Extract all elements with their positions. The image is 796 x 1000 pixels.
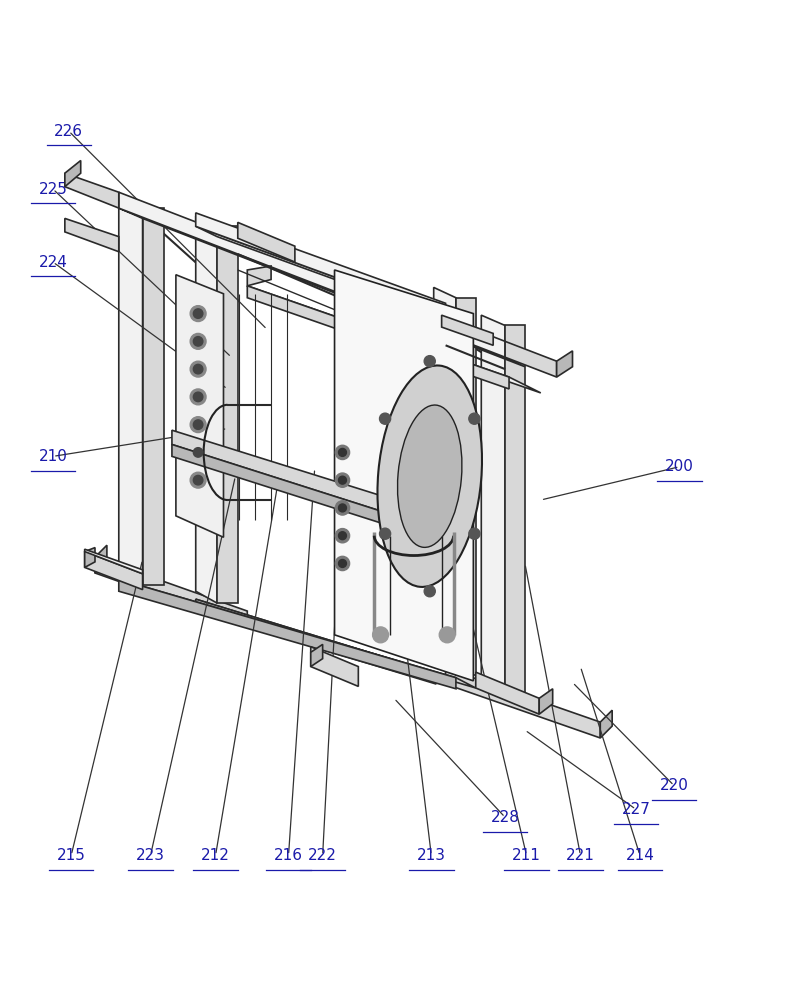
Polygon shape [456,298,476,675]
Polygon shape [142,208,164,585]
Circle shape [338,448,346,456]
Circle shape [335,501,349,515]
Polygon shape [196,599,456,682]
Circle shape [193,392,203,402]
Polygon shape [442,315,494,345]
Circle shape [338,559,346,567]
Polygon shape [196,216,217,603]
Circle shape [338,476,346,484]
Polygon shape [64,218,119,252]
Circle shape [193,448,203,457]
Text: 200: 200 [665,459,694,474]
Circle shape [373,627,388,643]
Text: 213: 213 [417,848,446,863]
Circle shape [335,529,349,543]
Text: 227: 227 [622,802,650,817]
Circle shape [335,445,349,460]
Polygon shape [95,545,107,573]
Polygon shape [334,270,474,681]
Circle shape [190,417,206,433]
Circle shape [190,333,206,349]
Text: 224: 224 [38,255,68,270]
Polygon shape [482,315,505,698]
Text: 225: 225 [38,182,68,197]
Polygon shape [248,286,509,389]
Ellipse shape [397,405,462,547]
Circle shape [380,413,391,424]
Polygon shape [196,599,436,684]
Polygon shape [172,430,446,532]
Circle shape [335,473,349,487]
Circle shape [424,586,435,597]
Circle shape [190,472,206,488]
Circle shape [335,556,349,571]
Polygon shape [84,549,142,574]
Polygon shape [196,213,446,318]
Text: 215: 215 [57,848,86,863]
Circle shape [439,627,455,643]
Text: 221: 221 [566,848,595,863]
Circle shape [338,532,346,540]
Polygon shape [119,208,525,367]
Circle shape [469,528,480,539]
Text: 212: 212 [201,848,230,863]
Circle shape [190,361,206,377]
Text: 226: 226 [54,124,84,139]
Text: 222: 222 [308,848,337,863]
Polygon shape [176,275,224,537]
Polygon shape [600,710,612,738]
Polygon shape [248,266,271,286]
Polygon shape [196,226,462,325]
Circle shape [190,444,206,460]
Circle shape [193,337,203,346]
Polygon shape [64,161,80,187]
Polygon shape [64,173,119,208]
Polygon shape [119,192,505,357]
Text: 216: 216 [274,848,303,863]
Polygon shape [119,200,142,585]
Circle shape [380,528,391,539]
Polygon shape [310,644,322,667]
Circle shape [190,306,206,322]
Circle shape [193,475,203,485]
Polygon shape [238,222,295,262]
Polygon shape [248,286,540,393]
Text: 214: 214 [626,848,654,863]
Polygon shape [446,668,600,738]
Circle shape [193,420,203,429]
Polygon shape [539,689,552,714]
Polygon shape [172,444,446,544]
Polygon shape [310,647,358,686]
Circle shape [338,504,346,512]
Polygon shape [119,579,476,688]
Circle shape [193,364,203,374]
Circle shape [469,413,480,424]
Text: 211: 211 [512,848,541,863]
Text: 223: 223 [136,848,165,863]
Polygon shape [476,672,539,714]
Polygon shape [217,226,238,603]
Text: 220: 220 [660,778,689,793]
Ellipse shape [377,365,482,587]
Text: 228: 228 [490,810,520,825]
Polygon shape [119,579,456,689]
Circle shape [190,389,206,405]
Circle shape [193,309,203,318]
Text: 210: 210 [38,449,68,464]
Polygon shape [95,557,248,627]
Polygon shape [434,287,456,675]
Circle shape [424,356,435,367]
Polygon shape [505,325,525,698]
Polygon shape [84,548,95,567]
Polygon shape [505,341,556,377]
Polygon shape [556,351,572,377]
Polygon shape [84,552,142,590]
